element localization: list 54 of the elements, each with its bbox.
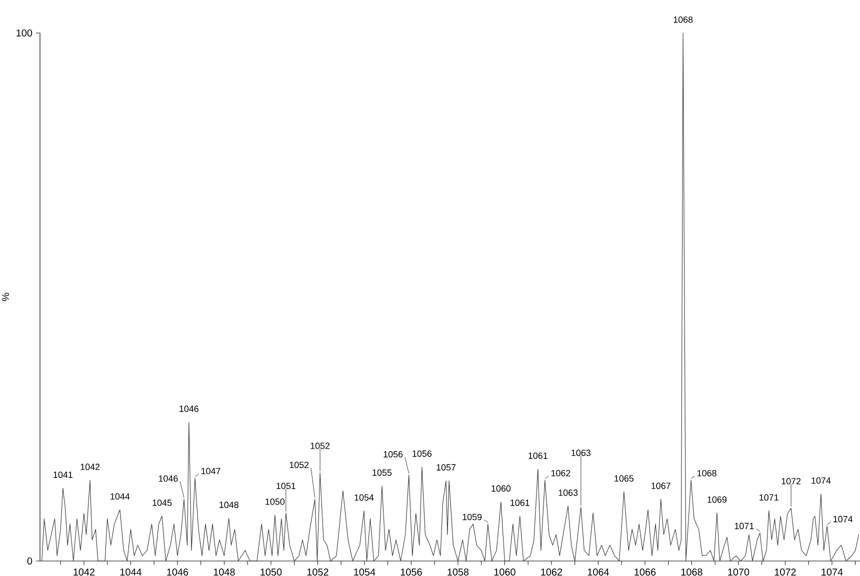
- y-axis-title: %: [2, 292, 10, 302]
- x-tick-label: 1070: [728, 568, 750, 576]
- annotation: 1045: [152, 500, 172, 506]
- x-tick-label: 1056: [400, 568, 422, 576]
- annotation: 1074: [834, 516, 853, 522]
- x-tick-label: 1068: [681, 568, 702, 576]
- annotation: 1046: [180, 406, 198, 412]
- annotation: 1050: [266, 498, 285, 505]
- annotation: 1063: [572, 450, 590, 456]
- x-tick-label: 1074: [822, 568, 843, 576]
- annotation: 1048: [220, 502, 238, 508]
- annotation: 1061: [510, 500, 530, 506]
- annotation: 1071: [760, 494, 778, 501]
- annotation: 1057: [436, 464, 456, 471]
- annotation: 1063: [558, 490, 578, 496]
- annotation: 1071: [734, 522, 754, 530]
- x-tick-label: 1064: [588, 568, 609, 576]
- annotation: 1056: [412, 450, 432, 457]
- annotation: 1067: [652, 482, 670, 490]
- annotation: 1042: [80, 464, 100, 470]
- annotation: 1060: [492, 485, 511, 492]
- y-tick-label: 100: [16, 29, 32, 37]
- annotation: 1051: [276, 482, 296, 490]
- annotation: 1069: [708, 496, 726, 503]
- x-tick-label: 1062: [541, 568, 562, 576]
- annotation: 1068: [674, 16, 693, 23]
- annotation: 1052: [290, 462, 309, 468]
- annotation: 1044: [110, 493, 130, 500]
- x-tick-label: 1060: [494, 568, 516, 576]
- annotation: 1046: [158, 475, 178, 482]
- x-tick-label: 1058: [448, 568, 469, 576]
- annotation: 1068: [698, 470, 716, 476]
- x-tick-label: 1052: [307, 568, 328, 576]
- x-tick-label: 1042: [74, 568, 95, 576]
- annotation: 1055: [372, 469, 392, 476]
- x-tick-label: 1044: [120, 568, 142, 576]
- x-tick-label: 1054: [354, 568, 376, 576]
- x-tick-label: 1072: [774, 568, 796, 576]
- y-tick-label: 0: [27, 557, 32, 565]
- annotation: 1062: [551, 470, 570, 476]
- x-tick-label: 1050: [260, 568, 282, 576]
- annotation: 1047: [202, 468, 220, 474]
- annotation: 1072: [782, 478, 801, 484]
- x-tick-label: 1066: [634, 568, 656, 576]
- annotation: 1056: [384, 451, 403, 458]
- annotation: 1041: [54, 472, 72, 478]
- annotation: 1054: [354, 494, 374, 501]
- x-tick-label: 1048: [214, 568, 235, 576]
- annotation: 1074: [812, 477, 831, 484]
- annotation: 1065: [614, 475, 634, 482]
- annotation: 1061: [528, 452, 548, 459]
- annotation: 1059: [462, 514, 482, 520]
- x-tick-label: 1046: [167, 568, 188, 576]
- annotation: 1052: [310, 442, 330, 449]
